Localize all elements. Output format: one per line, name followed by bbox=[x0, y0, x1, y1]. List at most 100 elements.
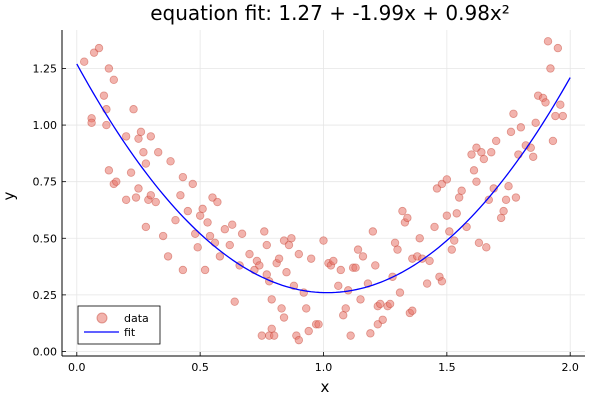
data-point bbox=[543, 37, 553, 46]
data-point bbox=[163, 252, 173, 261]
y-axis-label: y bbox=[0, 191, 18, 200]
data-point bbox=[198, 204, 207, 214]
data-point bbox=[341, 304, 350, 313]
data-point bbox=[126, 168, 136, 177]
data-point bbox=[277, 304, 286, 313]
data-point bbox=[390, 238, 400, 248]
data-point bbox=[506, 127, 516, 137]
data-point bbox=[267, 295, 276, 304]
grid bbox=[62, 30, 585, 356]
data-point bbox=[548, 136, 558, 146]
chart-title: equation fit: 1.27 + -1.99x + 0.98x² bbox=[150, 1, 510, 25]
data-point bbox=[398, 206, 407, 216]
y-tick-label-0: 0.00 bbox=[33, 345, 58, 358]
data-point bbox=[528, 152, 538, 161]
data-point bbox=[139, 148, 148, 157]
data-point bbox=[511, 193, 521, 202]
legend-box bbox=[77, 305, 161, 345]
x-tick-label-4: 2.0 bbox=[561, 361, 579, 374]
data-point bbox=[284, 240, 294, 250]
data-point bbox=[245, 249, 254, 259]
data-point bbox=[154, 148, 163, 157]
data-point bbox=[425, 256, 434, 266]
data-point bbox=[378, 315, 387, 324]
data-point bbox=[178, 265, 188, 275]
data-point bbox=[499, 206, 508, 216]
data-point bbox=[146, 191, 156, 200]
data-point bbox=[422, 279, 432, 288]
data-point bbox=[491, 136, 501, 146]
data-point bbox=[482, 243, 491, 252]
data-point bbox=[496, 213, 506, 223]
data-point bbox=[304, 326, 313, 336]
data-point bbox=[514, 150, 523, 159]
data-point bbox=[230, 297, 239, 306]
data-point bbox=[477, 148, 486, 157]
data-point bbox=[504, 182, 513, 191]
y-tick-label-4: 1.00 bbox=[33, 119, 58, 132]
legend: data fit bbox=[77, 305, 161, 345]
data-point bbox=[558, 111, 567, 121]
data-point bbox=[408, 306, 417, 315]
data-point bbox=[358, 252, 368, 261]
data-point bbox=[200, 265, 210, 275]
data-point bbox=[195, 211, 205, 220]
y-axis: 0.00 0.25 0.50 0.75 1.00 1.25 bbox=[33, 62, 66, 358]
y-tick-label-3: 0.75 bbox=[33, 176, 58, 189]
data-point bbox=[141, 159, 151, 168]
data-point bbox=[228, 220, 237, 229]
data-point bbox=[452, 209, 461, 218]
data-point bbox=[262, 270, 271, 279]
legend-fit-label: fit bbox=[124, 326, 136, 339]
x-tick-label-3: 1.5 bbox=[438, 361, 456, 374]
data-point bbox=[146, 132, 156, 141]
data-point bbox=[279, 313, 289, 322]
data-point bbox=[255, 261, 264, 270]
data-point bbox=[442, 211, 452, 220]
data-point bbox=[302, 304, 311, 313]
data-point bbox=[80, 57, 89, 66]
data-point bbox=[166, 157, 175, 166]
data-point bbox=[87, 118, 96, 128]
data-point bbox=[188, 179, 197, 189]
data-point bbox=[260, 227, 269, 236]
data-point bbox=[368, 227, 378, 236]
data-point bbox=[366, 329, 375, 338]
data-point bbox=[314, 320, 323, 329]
data-point bbox=[215, 252, 225, 261]
data-point bbox=[395, 288, 405, 297]
data-point bbox=[516, 123, 526, 132]
data-point bbox=[203, 218, 212, 227]
data-point bbox=[99, 91, 109, 100]
data-point bbox=[294, 249, 304, 259]
x-tick-label-1: 0.5 bbox=[191, 361, 209, 374]
data-point bbox=[208, 193, 217, 202]
data-point bbox=[329, 256, 338, 266]
data-point bbox=[334, 281, 343, 291]
data-point bbox=[94, 43, 104, 53]
data-point bbox=[353, 245, 363, 254]
x-tick-label-0: 0.0 bbox=[68, 361, 86, 374]
data-series bbox=[80, 37, 567, 345]
data-point bbox=[176, 191, 185, 200]
data-point bbox=[158, 231, 168, 241]
legend-data-marker bbox=[96, 312, 108, 324]
data-point bbox=[442, 175, 452, 184]
data-point bbox=[403, 213, 412, 223]
data-point bbox=[509, 109, 518, 118]
data-point bbox=[336, 265, 345, 275]
legend-data-label: data bbox=[124, 312, 149, 325]
data-point bbox=[462, 222, 471, 232]
data-point bbox=[129, 105, 138, 114]
data-point bbox=[376, 299, 385, 309]
data-point bbox=[430, 222, 439, 232]
data-point bbox=[287, 234, 296, 243]
data-point bbox=[121, 195, 131, 204]
data-point bbox=[257, 331, 267, 340]
data-point bbox=[102, 120, 111, 130]
data-point bbox=[454, 193, 464, 202]
data-point bbox=[487, 148, 496, 157]
data-point bbox=[501, 195, 511, 204]
data-point bbox=[306, 254, 316, 263]
